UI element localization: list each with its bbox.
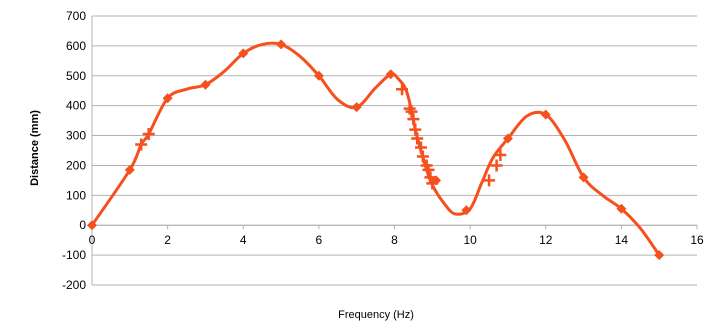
x-tick-labels: 0 2 4 6 8 10 12 14 16 bbox=[89, 233, 704, 247]
x-tick-label: 4 bbox=[240, 233, 247, 247]
data-point-diamond bbox=[616, 203, 627, 214]
y-axis-title: Distance (mm) bbox=[29, 110, 41, 186]
data-point-diamond bbox=[162, 93, 173, 104]
data-point-plus bbox=[483, 174, 496, 187]
y-tick-label: 100 bbox=[66, 188, 86, 202]
x-tick-label: 2 bbox=[164, 233, 171, 247]
data-point-plus bbox=[405, 105, 418, 118]
data-point-plus bbox=[414, 141, 427, 154]
data-point-diamond bbox=[238, 48, 249, 59]
data-point-diamond bbox=[578, 172, 589, 183]
y-tick-label: 400 bbox=[66, 99, 86, 113]
data-point-plus bbox=[422, 163, 435, 176]
x-axis-title: Frequency (Hz) bbox=[338, 309, 414, 321]
y-tick-labels: 700 600 500 400 300 200 100 0 -100 -200 bbox=[62, 9, 86, 292]
data-point-plus bbox=[135, 138, 148, 151]
x-tick-label: 0 bbox=[89, 233, 96, 247]
data-point-diamond bbox=[124, 164, 135, 175]
data-point-diamond bbox=[654, 250, 665, 261]
y-tick-label: 500 bbox=[66, 69, 86, 83]
data-point-plus bbox=[142, 128, 155, 141]
data-point-diamond bbox=[502, 133, 513, 144]
data-point-plus bbox=[416, 150, 429, 163]
x-tick-label: 10 bbox=[463, 233, 477, 247]
data-point-diamond bbox=[351, 102, 362, 113]
data-point-diamond bbox=[276, 39, 287, 50]
y-tick-label: 600 bbox=[66, 39, 86, 53]
data-point-diamond bbox=[461, 205, 472, 216]
data-point-plus bbox=[426, 177, 439, 190]
data-point-plus bbox=[411, 132, 424, 145]
x-tick-label: 8 bbox=[391, 233, 398, 247]
x-tick-label: 16 bbox=[690, 233, 704, 247]
y-tick-label: 0 bbox=[79, 218, 86, 232]
data-point-plus bbox=[490, 159, 503, 172]
x-tick-label: 14 bbox=[615, 233, 629, 247]
data-point-diamond bbox=[200, 79, 211, 90]
data-point-diamond bbox=[87, 220, 97, 231]
data-point-plus bbox=[494, 148, 507, 161]
data-point-plus bbox=[407, 113, 420, 126]
gridlines bbox=[92, 15, 697, 286]
series-line bbox=[90, 41, 661, 257]
y-tick-label: -100 bbox=[62, 248, 86, 262]
y-tick-label: 700 bbox=[66, 9, 86, 23]
y-tick-label: 300 bbox=[66, 129, 86, 143]
data-point-diamond bbox=[385, 69, 396, 80]
data-point-diamond bbox=[540, 109, 551, 120]
series-distance bbox=[87, 39, 665, 261]
y-tick-label: 200 bbox=[66, 158, 86, 172]
x-tick-label: 6 bbox=[316, 233, 323, 247]
x-tick-label: 12 bbox=[539, 233, 553, 247]
data-point-plus bbox=[424, 171, 437, 184]
y-tick-label: -200 bbox=[62, 278, 86, 292]
data-point-plus bbox=[409, 123, 422, 136]
data-point-plus bbox=[396, 83, 409, 96]
data-point-diamond bbox=[313, 70, 324, 81]
